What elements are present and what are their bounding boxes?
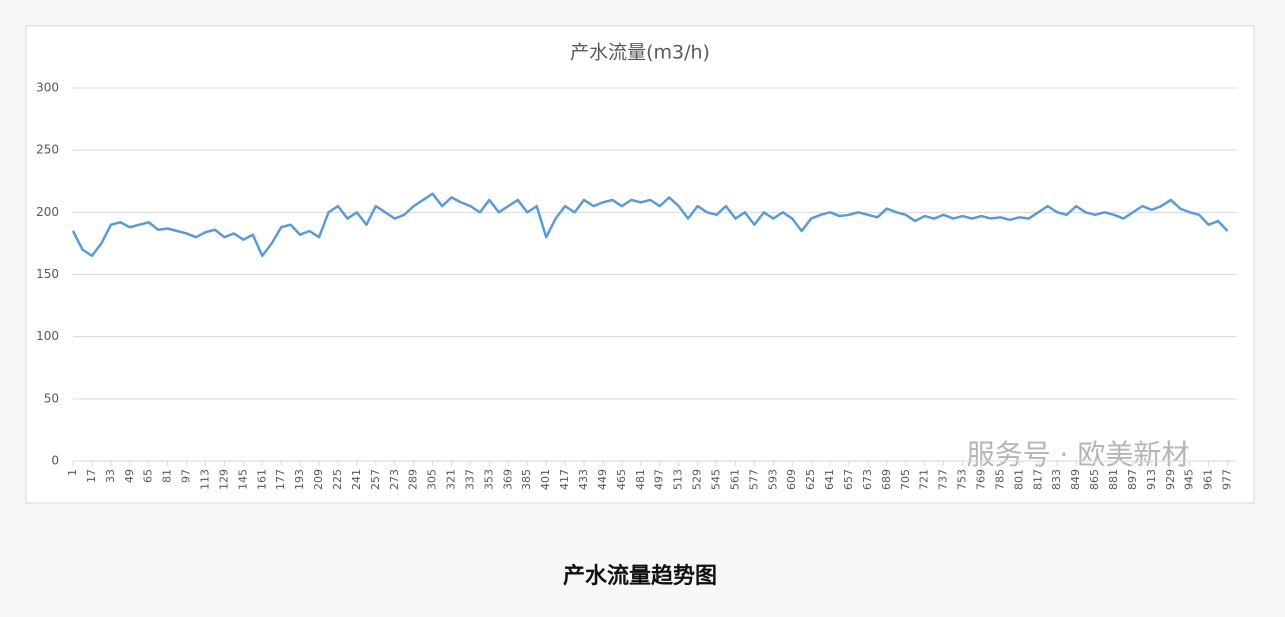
chart-title: 产水流量(m3/h) xyxy=(570,42,710,64)
x-tick-label: 849 xyxy=(1069,469,1082,490)
x-tick-label: 929 xyxy=(1164,469,1177,490)
y-tick-label: 150 xyxy=(36,267,59,281)
x-tick-label: 241 xyxy=(350,469,363,490)
x-tick-label: 273 xyxy=(388,469,401,490)
x-tick-label: 769 xyxy=(974,469,987,490)
x-tick-label: 641 xyxy=(823,469,836,490)
x-tick-label: 321 xyxy=(445,469,458,490)
x-tick-label: 897 xyxy=(1126,469,1139,490)
x-tick-label: 833 xyxy=(1050,469,1063,490)
x-tick-label: 801 xyxy=(1012,469,1025,490)
x-tick-label: 145 xyxy=(236,469,249,490)
x-tick-label: 657 xyxy=(842,469,855,490)
x-tick-label: 689 xyxy=(880,469,893,490)
x-tick-label: 737 xyxy=(937,469,950,490)
x-tick-label: 481 xyxy=(634,469,647,490)
x-tick-label: 385 xyxy=(520,469,533,490)
y-tick-label: 200 xyxy=(36,205,59,219)
x-tick-label: 433 xyxy=(577,469,590,490)
x-tick-label: 209 xyxy=(312,469,325,490)
x-tick-label: 369 xyxy=(501,469,514,490)
x-tick-label: 817 xyxy=(1031,469,1044,490)
y-tick-label: 250 xyxy=(36,143,59,157)
x-tick-label: 49 xyxy=(123,469,136,483)
x-tick-label: 497 xyxy=(653,469,666,490)
x-tick-label: 129 xyxy=(217,469,230,490)
series-line xyxy=(71,192,1229,258)
x-tick-label: 225 xyxy=(331,469,344,490)
x-tick-label: 337 xyxy=(463,469,476,490)
x-tick-label: 417 xyxy=(558,469,571,490)
x-tick-label: 609 xyxy=(785,469,798,490)
x-tick-label: 305 xyxy=(426,469,439,490)
x-tick-label: 961 xyxy=(1202,469,1215,490)
x-tick-label: 289 xyxy=(407,469,420,490)
x-tick-label: 33 xyxy=(104,469,117,483)
y-tick-label: 0 xyxy=(51,454,59,468)
x-tick-label: 161 xyxy=(255,469,268,490)
x-tick-label: 545 xyxy=(710,469,723,490)
x-tick-label: 721 xyxy=(918,469,931,490)
y-tick-label: 50 xyxy=(44,391,59,405)
x-tick-label: 977 xyxy=(1221,469,1234,490)
caption: 产水流量趋势图 xyxy=(563,563,717,589)
x-tick-label: 465 xyxy=(615,469,628,490)
chart-frame xyxy=(25,25,1255,504)
watermark: 服务号 · 欧美新材 xyxy=(967,438,1190,471)
x-tick-label: 865 xyxy=(1088,469,1101,490)
y-tick-label: 100 xyxy=(36,329,59,343)
x-tick-label: 577 xyxy=(747,469,760,490)
x-tick-label: 449 xyxy=(596,469,609,490)
x-tick-label: 97 xyxy=(180,469,193,483)
y-tick-label: 300 xyxy=(36,81,59,95)
x-tick-label: 673 xyxy=(861,469,874,490)
x-tick-label: 945 xyxy=(1183,469,1196,490)
x-tick-label: 177 xyxy=(274,469,287,490)
x-tick-label: 401 xyxy=(539,469,552,490)
x-tick-label: 593 xyxy=(766,469,779,490)
x-tick-label: 1 xyxy=(66,469,79,476)
x-tick-label: 753 xyxy=(956,469,969,490)
x-tick-label: 65 xyxy=(142,469,155,483)
x-tick-label: 625 xyxy=(804,469,817,490)
x-tick-label: 257 xyxy=(369,469,382,490)
x-tick-label: 17 xyxy=(85,469,98,483)
x-tick-label: 881 xyxy=(1107,469,1120,490)
x-tick-label: 913 xyxy=(1145,469,1158,490)
x-tick-label: 785 xyxy=(993,469,1006,490)
x-tick-label: 513 xyxy=(672,469,685,490)
x-tick-label: 193 xyxy=(293,469,306,490)
x-tick-label: 353 xyxy=(482,469,495,490)
x-tick-label: 81 xyxy=(161,469,174,483)
x-tick-label: 529 xyxy=(691,469,704,490)
x-tick-label: 705 xyxy=(899,469,912,490)
x-tick-label: 113 xyxy=(198,469,211,490)
x-tick-label: 561 xyxy=(728,469,741,490)
